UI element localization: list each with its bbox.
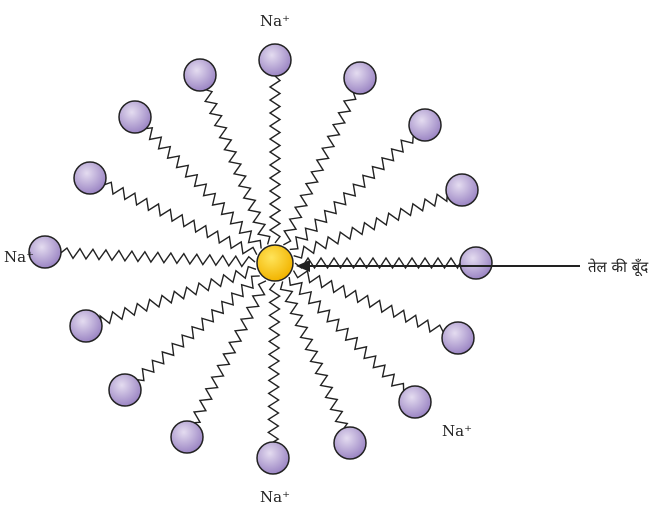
hydrocarbon-tail bbox=[205, 90, 270, 245]
oil-drop-label: तेल की बूँद bbox=[588, 258, 649, 277]
polar-head bbox=[119, 101, 151, 133]
hydrocarbon-tail bbox=[61, 248, 255, 266]
polar-head bbox=[399, 386, 431, 418]
ion-label: Na⁺ bbox=[4, 248, 34, 266]
ion-label: Na⁺ bbox=[260, 12, 290, 30]
hydrocarbon-tail bbox=[281, 281, 348, 428]
hydrocarbon-tail bbox=[105, 182, 257, 254]
arrow-head bbox=[296, 260, 310, 272]
polar-head bbox=[460, 247, 492, 279]
polar-head bbox=[259, 44, 291, 76]
hydrocarbon-tail bbox=[289, 277, 403, 391]
polar-head bbox=[334, 427, 366, 459]
hydrocarbon-tail bbox=[283, 93, 355, 245]
hydrocarbon-tail bbox=[270, 76, 280, 243]
polar-head bbox=[257, 442, 289, 474]
micelle-diagram: Na⁺ Na⁺ Na⁺ Na⁺ तेल की बूँद bbox=[0, 0, 664, 522]
polar-head bbox=[70, 310, 102, 342]
ion-label: Na⁺ bbox=[260, 488, 290, 506]
hydrocarbon-tail bbox=[294, 271, 444, 332]
polar-head bbox=[171, 421, 203, 453]
polar-head bbox=[184, 59, 216, 91]
polar-head bbox=[344, 62, 376, 94]
hydrocarbon-tail bbox=[100, 267, 256, 324]
hydrocarbon-tail bbox=[146, 128, 261, 249]
polar-head bbox=[442, 322, 474, 354]
hydrocarbon-tail bbox=[137, 276, 260, 381]
polar-head bbox=[109, 374, 141, 406]
polar-head bbox=[409, 109, 441, 141]
hydrocarbon-tail bbox=[194, 281, 266, 423]
polar-head bbox=[74, 162, 106, 194]
polar-head bbox=[446, 174, 478, 206]
ion-label: Na⁺ bbox=[442, 422, 472, 440]
oil-drop bbox=[257, 245, 293, 281]
hydrocarbon-tail bbox=[268, 283, 279, 442]
